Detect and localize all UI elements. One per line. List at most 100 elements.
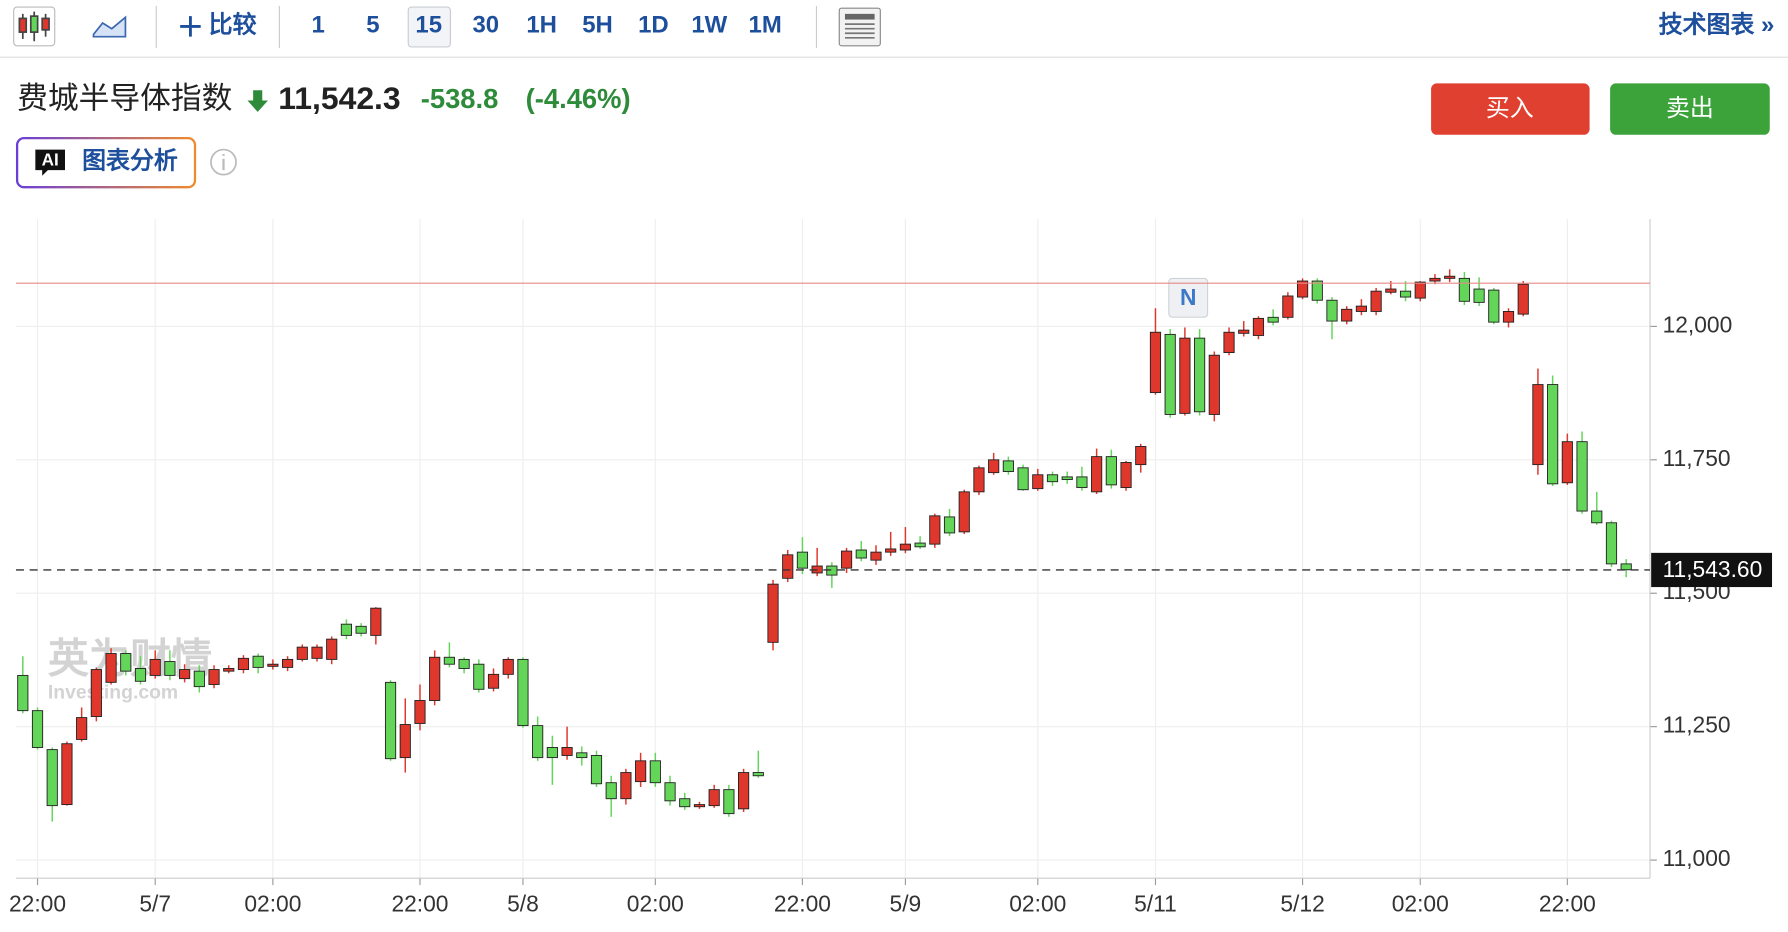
toolbar: 比较 1 5 15 30 1H 5H 1D 1W 1M 技术图表 » <box>0 5 1788 58</box>
candle-body <box>1164 333 1176 415</box>
candle-body <box>796 551 809 569</box>
candle-body <box>281 658 294 668</box>
candle-body <box>1473 288 1485 303</box>
interval-button[interactable]: 15 <box>415 12 442 39</box>
candle-body <box>105 653 117 683</box>
interval-button[interactable]: 5H <box>582 12 613 39</box>
candle-body <box>929 515 941 545</box>
candle-body <box>487 673 500 689</box>
candle-body <box>414 700 426 724</box>
candle-body <box>237 657 250 671</box>
candle-body <box>90 669 102 717</box>
candle-body <box>723 789 735 815</box>
candle-body <box>429 656 441 701</box>
ai-analysis-button[interactable]: AI 图表分析 <box>15 137 197 189</box>
x-tick-label: 22:00 <box>9 891 66 917</box>
candle-body <box>1576 441 1588 512</box>
candle-body <box>399 724 411 759</box>
candle-body <box>193 670 205 688</box>
x-tick-label: 5/9 <box>890 891 922 917</box>
x-tick-label: 22:00 <box>774 891 831 917</box>
x-tick-label: 02:00 <box>1392 891 1449 917</box>
watermark: Investing.com <box>48 682 178 704</box>
interval-button[interactable]: 1D <box>638 12 669 39</box>
y-tick-label: 11,250 <box>1663 712 1731 738</box>
candle-body <box>973 467 985 493</box>
sell-button[interactable]: 卖出 <box>1610 83 1770 135</box>
candle-body <box>1252 317 1265 336</box>
ai-label: 图表分析 <box>82 147 178 174</box>
candle-body <box>267 663 279 667</box>
candle-body <box>208 669 220 685</box>
candle-body <box>17 674 29 712</box>
instrument-name: 费城半导体指数 <box>17 81 232 116</box>
candle-body <box>443 656 455 665</box>
compare-button[interactable]: 比较 <box>209 11 257 39</box>
candle-body <box>1223 331 1235 354</box>
candle-body <box>782 554 794 579</box>
candle-icon <box>18 11 50 42</box>
candle-body <box>370 607 382 636</box>
candle-body <box>590 755 603 785</box>
candle-body <box>708 789 720 807</box>
candle-body <box>517 658 529 727</box>
layout-button[interactable] <box>838 7 881 47</box>
candle-body <box>1517 283 1529 315</box>
candle-body <box>1605 522 1618 565</box>
area-type-button[interactable] <box>92 15 127 38</box>
candle-body <box>958 491 970 533</box>
candle-body <box>1444 275 1456 279</box>
candle-body <box>1429 277 1441 282</box>
candle-body <box>1002 460 1014 473</box>
news-marker[interactable]: N <box>1168 277 1209 318</box>
candle-body <box>693 804 706 808</box>
plus-icon <box>180 16 201 37</box>
candle-body <box>1208 354 1220 415</box>
candle-body <box>885 548 897 553</box>
info-icon[interactable] <box>210 148 237 176</box>
candle-body <box>635 760 647 783</box>
last-price-label: 11,543.60 <box>1663 556 1763 582</box>
candle-body <box>664 782 676 802</box>
interval-button[interactable]: 5 <box>366 12 379 39</box>
sell-label: 卖出 <box>1666 95 1714 122</box>
interval-button[interactable]: 1 <box>311 12 324 39</box>
candle-body <box>1399 290 1412 298</box>
buy-label: 买入 <box>1486 95 1534 122</box>
candle-body <box>1355 305 1367 312</box>
candle-body <box>1017 467 1029 491</box>
candle-body <box>1076 476 1088 489</box>
candle-body <box>1561 441 1573 484</box>
candle-body <box>576 752 588 759</box>
technical-chart-link[interactable]: 技术图表 » <box>1659 12 1775 39</box>
candle-body <box>252 655 264 668</box>
interval-button[interactable]: 1H <box>526 12 557 39</box>
candle-body <box>679 798 691 808</box>
candle-body <box>61 743 73 806</box>
candle-body <box>1282 295 1294 318</box>
candle-body <box>311 646 323 659</box>
candle-body <box>296 646 308 660</box>
buy-button[interactable]: 买入 <box>1431 83 1590 135</box>
down-arrow <box>247 90 268 112</box>
x-tick-label: 5/7 <box>139 891 171 917</box>
candle-body <box>605 782 617 800</box>
candle-body <box>164 661 176 676</box>
candle-body <box>620 772 632 800</box>
candle-body <box>870 551 882 561</box>
interval-button[interactable]: 1W <box>691 12 727 39</box>
candle-body <box>1591 510 1603 524</box>
x-tick-label: 5/12 <box>1280 891 1324 917</box>
candle-body <box>340 623 353 636</box>
candle-body <box>120 653 132 672</box>
last-price-box <box>1651 552 1773 588</box>
candle-body <box>767 583 779 643</box>
candle-body <box>1326 299 1338 322</box>
candle-body <box>1311 280 1323 301</box>
interval-button[interactable]: 30 <box>472 12 499 39</box>
interval-button[interactable]: 1M <box>749 12 782 39</box>
price: 11,542.3 <box>278 80 400 116</box>
x-tick-label: 22:00 <box>1539 891 1596 917</box>
candle-body <box>1532 384 1544 466</box>
